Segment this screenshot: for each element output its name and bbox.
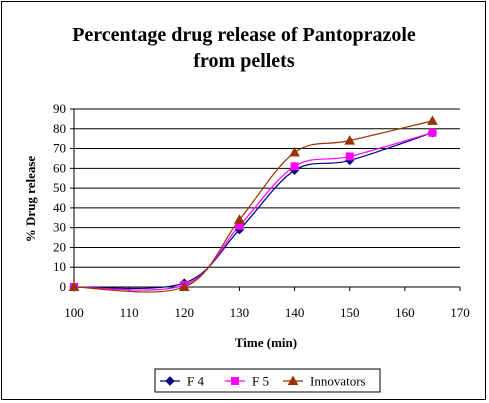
y-tick-label: 90 (53, 101, 66, 116)
y-tick-label: 60 (53, 160, 66, 175)
series-line-0 (73, 132, 433, 290)
data-point (234, 214, 245, 224)
y-tick-label: 80 (53, 121, 66, 136)
legend-marker (165, 376, 175, 386)
series-lines (73, 120, 433, 293)
legend-label: Innovators (310, 374, 366, 389)
data-point (427, 115, 438, 125)
data-point (428, 128, 437, 137)
legend: F 4 F 5 Innovators (154, 368, 381, 393)
y-tick-label: 50 (53, 180, 66, 195)
series-line-1 (73, 132, 433, 291)
gridlines (74, 108, 460, 268)
series-line-2 (73, 120, 433, 293)
y-axis-label: % Drug release (23, 156, 38, 243)
data-point (290, 162, 299, 171)
y-tick-label: 40 (53, 200, 66, 215)
y-tick-label: 70 (53, 141, 66, 156)
series-markers (68, 115, 438, 292)
legend-label: F 5 (252, 374, 269, 389)
x-tick-label: 170 (450, 305, 470, 320)
data-point (345, 152, 354, 161)
data-point (68, 281, 80, 291)
y-tick-label: 10 (53, 259, 66, 274)
x-tick-label: 130 (230, 305, 250, 320)
x-tick-label: 150 (340, 305, 360, 320)
x-tick-label: 120 (175, 305, 195, 320)
data-point (178, 281, 190, 291)
axes (70, 108, 461, 291)
legend-marker (287, 375, 299, 385)
data-point (344, 135, 356, 145)
x-tick-label: 100 (64, 305, 84, 320)
y-tick-label: 20 (53, 239, 66, 254)
chart-title-line-1: Percentage drug release of Pantoprazole (72, 24, 416, 46)
chart-title-line-2: from pellets (193, 50, 294, 72)
legend-marker (231, 377, 239, 385)
legend-box (154, 368, 381, 393)
x-tick-labels: 100 110 120 130 140 150 160 170 (64, 305, 470, 320)
x-tick-label: 140 (285, 305, 305, 320)
y-tick-labels: 0 10 20 30 40 50 60 70 80 90 (53, 101, 66, 294)
x-tick-label: 110 (120, 305, 139, 320)
data-point (289, 146, 300, 157)
y-tick-label: 30 (53, 220, 66, 235)
x-axis-label: Time (min) (235, 335, 297, 350)
x-tick-label: 160 (395, 305, 415, 320)
y-tick-label: 0 (60, 279, 67, 294)
legend-label: F 4 (187, 374, 204, 389)
